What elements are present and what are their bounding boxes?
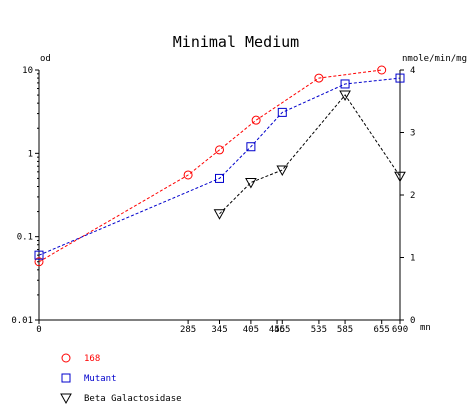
y-left-axis-label: od	[40, 54, 51, 64]
data-point	[377, 65, 387, 75]
x-tick-label: 655	[374, 325, 390, 335]
data-point	[395, 73, 405, 83]
y-right-axis-label: nmole/min/mg	[402, 54, 467, 64]
x-tick-label: 405	[243, 325, 259, 335]
x-tick-label: 285	[180, 325, 196, 335]
legend-label: Beta Galactosidase	[84, 394, 182, 404]
series-line	[219, 94, 401, 215]
x-tick-label: 345	[211, 325, 227, 335]
x-tick-label: 585	[337, 325, 353, 335]
y-left-tick-label: 1	[28, 149, 33, 159]
data-point	[245, 178, 257, 189]
legend-item: Beta Galactosidase	[60, 393, 182, 405]
y-right-tick-label: 0	[410, 316, 415, 326]
y-right-tick-label: 2	[410, 191, 415, 201]
legend-label: 168	[84, 354, 100, 364]
data-point	[339, 90, 351, 102]
data-point	[340, 79, 350, 89]
data-point	[34, 257, 44, 267]
y-right-tick-label: 3	[410, 129, 415, 139]
data-point	[183, 170, 193, 180]
x-tick-label: 535	[311, 325, 327, 335]
series-line	[38, 77, 401, 256]
legend-marker	[61, 373, 71, 383]
data-point	[213, 209, 226, 220]
data-point	[251, 115, 261, 125]
chart-title: Minimal Medium	[173, 33, 299, 51]
data-point	[314, 73, 324, 83]
series-beta-galactosidase	[213, 90, 406, 220]
x-tick-label: 690	[392, 325, 408, 335]
series-line	[38, 69, 382, 263]
y-right-tick-label: 4	[410, 66, 415, 76]
series-mutant	[34, 73, 405, 260]
data-point	[215, 173, 224, 183]
legend-marker	[61, 353, 71, 363]
data-point	[394, 171, 406, 183]
legend-marker	[60, 393, 72, 405]
legend-item: Mutant	[61, 373, 117, 384]
legend-label: Mutant	[84, 374, 117, 384]
data-point	[277, 107, 287, 117]
data-point	[246, 142, 256, 152]
y-left-tick-label: 0.1	[17, 233, 33, 243]
data-point	[276, 165, 289, 177]
x-axis-label: mn	[420, 323, 431, 333]
legend-item: 168	[61, 353, 100, 364]
x-tick-label: 0	[36, 325, 41, 335]
series-168	[34, 65, 387, 267]
series-layer	[34, 65, 406, 267]
data-point	[215, 145, 224, 155]
y-left-tick-label: 10	[22, 66, 33, 76]
data-point	[34, 250, 44, 260]
y-left-tick-label: 0.01	[11, 316, 33, 326]
x-tick-label: 465	[274, 325, 290, 335]
x-tick-label: 455	[269, 325, 285, 335]
y-right-tick-label: 1	[410, 254, 415, 264]
legend: 168 Mutant Beta Galactosidase	[60, 353, 182, 405]
